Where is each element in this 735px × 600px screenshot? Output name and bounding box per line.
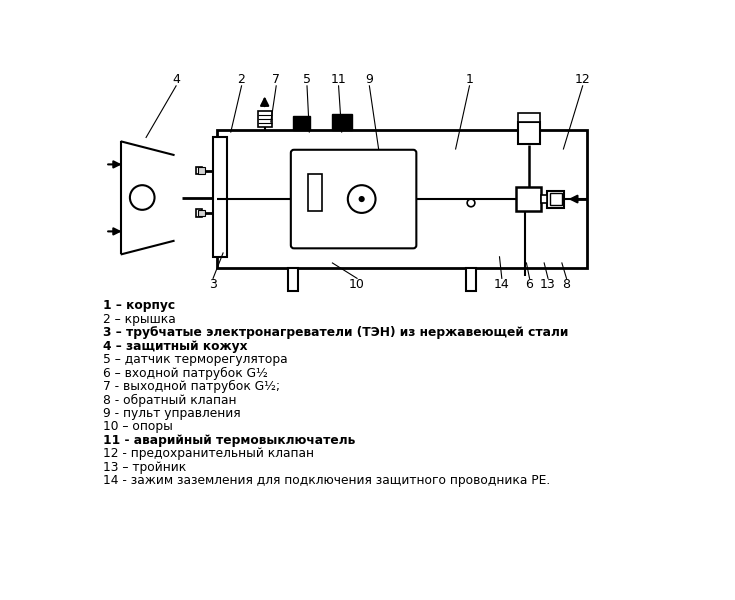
Bar bbox=[517, 187, 541, 211]
Text: 5: 5 bbox=[303, 73, 311, 86]
Text: 1: 1 bbox=[465, 73, 473, 86]
Text: 10: 10 bbox=[349, 278, 365, 292]
Text: 13 – тройник: 13 – тройник bbox=[103, 461, 186, 474]
Text: 3 – трубчатые электронагреватели (ТЭН) из нержавеющей стали: 3 – трубчатые электронагреватели (ТЭН) и… bbox=[103, 326, 568, 339]
Bar bbox=[308, 175, 322, 211]
Bar bbox=[217, 130, 587, 268]
Bar bbox=[213, 137, 227, 257]
Bar bbox=[550, 193, 562, 205]
Text: 11: 11 bbox=[331, 73, 346, 86]
Bar bbox=[258, 110, 271, 127]
Text: 9 - пульт управления: 9 - пульт управления bbox=[103, 407, 240, 420]
Text: 6: 6 bbox=[526, 278, 534, 292]
Text: 13: 13 bbox=[540, 278, 556, 292]
Text: 2: 2 bbox=[237, 73, 245, 86]
Text: 14: 14 bbox=[494, 278, 509, 292]
Text: 8 - обратный клапан: 8 - обратный клапан bbox=[103, 394, 237, 407]
Text: 1 – корпус: 1 – корпус bbox=[103, 299, 175, 312]
Bar bbox=[287, 268, 298, 292]
Bar bbox=[518, 122, 539, 143]
Text: 10 – опоры: 10 – опоры bbox=[103, 421, 173, 433]
Text: 12 - предохранительный клапан: 12 - предохранительный клапан bbox=[103, 448, 314, 460]
Text: 6 – входной патрубок G½: 6 – входной патрубок G½ bbox=[103, 367, 268, 380]
Bar bbox=[518, 113, 539, 122]
FancyBboxPatch shape bbox=[291, 150, 416, 248]
Text: 4: 4 bbox=[172, 73, 180, 86]
Text: 5 – датчик терморегулятора: 5 – датчик терморегулятора bbox=[103, 353, 287, 366]
Bar bbox=[198, 167, 204, 173]
Bar bbox=[198, 210, 204, 216]
Bar bbox=[332, 115, 351, 130]
Text: 4 – защитный кожух: 4 – защитный кожух bbox=[103, 340, 248, 353]
Text: 9: 9 bbox=[365, 73, 373, 86]
Text: 7: 7 bbox=[272, 73, 280, 86]
Bar bbox=[196, 167, 201, 175]
Text: 7 - выходной патрубок G½;: 7 - выходной патрубок G½; bbox=[103, 380, 280, 393]
Circle shape bbox=[359, 196, 365, 202]
Bar bbox=[548, 191, 564, 208]
Bar bbox=[293, 116, 310, 130]
Bar bbox=[196, 209, 201, 217]
Bar bbox=[541, 195, 548, 203]
Text: 8: 8 bbox=[562, 278, 570, 292]
Text: 14 - зажим заземления для подключения защитного проводника PE.: 14 - зажим заземления для подключения за… bbox=[103, 475, 551, 487]
Text: 12: 12 bbox=[575, 73, 590, 86]
Bar bbox=[467, 268, 476, 292]
Text: 11 - аварийный термовыключатель: 11 - аварийный термовыключатель bbox=[103, 434, 355, 447]
Text: 3: 3 bbox=[209, 278, 217, 292]
Text: 2 – крышка: 2 – крышка bbox=[103, 313, 176, 326]
